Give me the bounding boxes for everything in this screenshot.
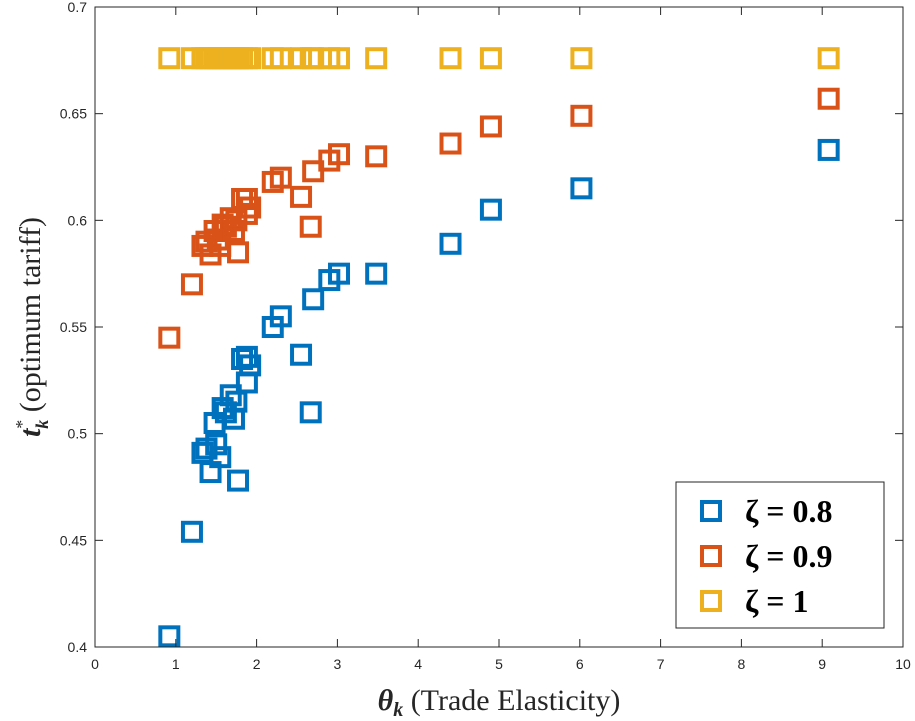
x-axis-label: θk (Trade Elasticity)	[378, 684, 621, 721]
marker-series3-23	[328, 47, 351, 70]
marker-series1-25	[365, 262, 388, 285]
marker-series3-0	[158, 47, 181, 70]
legend-label-1: ζ = 0.8	[745, 493, 832, 529]
x-tick-label-1: 1	[172, 656, 180, 672]
marker-series1-27	[479, 198, 502, 221]
y-tick-label-4: 0.6	[68, 212, 88, 228]
marker-series3-27	[570, 47, 593, 70]
marker-series3-26	[479, 47, 502, 70]
marker-series1-10	[219, 384, 242, 407]
marker-series2-29	[817, 87, 840, 110]
marker-series2-25	[365, 145, 388, 168]
marker-series3-24	[365, 47, 388, 70]
x-tick-label-8: 8	[738, 656, 746, 672]
y-tick-labels: 0.4 0.45 0.5 0.55 0.6 0.65 0.7	[60, 0, 87, 655]
marker-series1-13	[227, 469, 250, 492]
x-tick-label-9: 9	[818, 656, 826, 672]
marker-series1-1	[180, 520, 203, 543]
marker-series1-28	[570, 177, 593, 200]
x-tick-label-2: 2	[253, 656, 261, 672]
y-tick-label-5: 0.65	[60, 106, 87, 122]
marker-series2-20	[290, 185, 313, 208]
marker-series1-20	[290, 343, 313, 366]
marker-series2-1	[180, 273, 203, 296]
x-tick-label-4: 4	[414, 656, 422, 672]
x-tick-label-10: 10	[895, 656, 911, 672]
y-tick-label-2: 0.5	[68, 426, 88, 442]
marker-series2-24	[328, 143, 351, 166]
x-tick-label-6: 6	[576, 656, 584, 672]
legend-marker-2	[700, 545, 722, 567]
y-tick-label-0: 0.4	[68, 639, 88, 655]
legend-marker-3	[700, 590, 722, 612]
marker-series1-26	[439, 232, 462, 255]
legend: ζ = 0.8 ζ = 0.9 ζ = 1	[675, 481, 885, 629]
legend-marker-1	[700, 500, 722, 522]
y-tick-label-3: 0.55	[60, 319, 87, 335]
marker-series2-0	[158, 326, 181, 349]
y-tick-label-6: 0.7	[68, 0, 88, 15]
marker-series2-27	[479, 115, 502, 138]
marker-series1-24	[328, 262, 351, 285]
marker-series1-0	[158, 625, 181, 648]
x-tick-label-0: 0	[91, 656, 99, 672]
marker-series3-28	[817, 47, 840, 70]
marker-series2-17	[239, 196, 262, 219]
legend-label-2: ζ = 0.9	[745, 538, 832, 574]
marker-series2-16	[235, 202, 258, 225]
marker-series1-22	[302, 288, 325, 311]
marker-series1-7	[209, 446, 232, 469]
marker-series1-29	[817, 138, 840, 161]
marker-series2-13	[227, 241, 250, 264]
marker-series2-21	[299, 215, 322, 238]
x-tick-label-3: 3	[334, 656, 342, 672]
marker-series3-18	[269, 47, 292, 70]
marker-series2-19	[269, 166, 292, 189]
marker-series1-19	[269, 305, 292, 328]
legend-label-3: ζ = 1	[745, 583, 808, 619]
marker-series3-16	[239, 47, 262, 70]
x-tick-label-7: 7	[657, 656, 665, 672]
data-markers	[158, 47, 840, 648]
y-tick-label-1: 0.45	[60, 532, 87, 548]
marker-series1-6	[205, 433, 228, 456]
legend-box	[675, 481, 885, 629]
marker-series3-25	[439, 47, 462, 70]
x-tick-labels: 0 1 2 3 4 5 6 7 8 9 10	[91, 656, 911, 672]
y-axis-label: t*k (optimum tariff)	[12, 217, 52, 437]
marker-series2-26	[439, 132, 462, 155]
tick-marks	[94, 6, 904, 648]
marker-series2-28	[570, 104, 593, 127]
marker-series1-21	[299, 401, 322, 424]
x-tick-label-5: 5	[495, 656, 503, 672]
marker-series1-17	[239, 354, 262, 377]
